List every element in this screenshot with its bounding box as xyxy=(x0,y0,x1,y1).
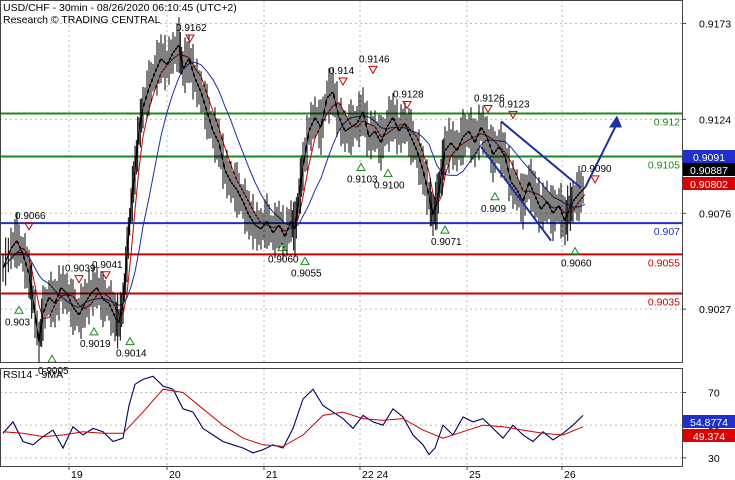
swing-low-label: 0.9060 xyxy=(561,259,592,270)
chart-subtitle: Research © TRADING CENTRAL xyxy=(3,14,161,26)
rsi-y-tick-label: 70 xyxy=(708,388,720,400)
swing-low-label: 0.9019 xyxy=(80,339,111,350)
swing-low-marker xyxy=(89,326,99,336)
x-tick-label: 20 xyxy=(169,469,181,480)
x-tick-label: 19 xyxy=(71,469,83,480)
swing-low-marker xyxy=(300,256,310,265)
swing-high-label: 0.9126 xyxy=(474,93,505,104)
projection-arrow-head xyxy=(609,115,622,128)
channel-bottom-line xyxy=(480,146,552,242)
swing-low-marker xyxy=(490,191,500,201)
swing-high-marker xyxy=(590,175,600,184)
swing-high-marker xyxy=(74,275,84,284)
swing-high-label: 0.9041 xyxy=(92,260,123,271)
price-tag xyxy=(683,163,735,176)
price-series xyxy=(2,17,586,364)
projection-arrow-shaft xyxy=(584,123,618,189)
level-label: 0.9035 xyxy=(648,297,680,309)
level-label: 0.9055 xyxy=(648,257,680,269)
swing-low-label: 0.9014 xyxy=(116,349,147,360)
rsi-title: RSI14 - 9MA xyxy=(3,369,63,381)
swing-low-marker xyxy=(440,225,450,234)
channel-top-line xyxy=(500,120,582,189)
swing-high-marker xyxy=(338,77,348,87)
swing-high-label: 0.914 xyxy=(329,66,354,77)
rsi-value-tag-label: 54.8774 xyxy=(690,417,728,429)
swing-high-label: 0.9066 xyxy=(15,211,46,222)
swing-low-label: 0.9005 xyxy=(38,366,69,377)
level-label: 0.912 xyxy=(654,116,680,128)
swing-low-label: 0.909 xyxy=(481,204,506,215)
price-tag-label: 0.90802 xyxy=(690,179,728,191)
swing-high-marker xyxy=(368,65,378,75)
ma-slow-line xyxy=(2,61,586,309)
swing-low-label: 0.9060 xyxy=(268,255,299,266)
swing-high-marker xyxy=(483,104,493,114)
y-tick-label: 0.9173 xyxy=(699,18,731,30)
swing-low-marker xyxy=(125,336,135,346)
price-line xyxy=(2,43,586,343)
swing-low-label: 0.903 xyxy=(5,317,30,328)
price-tag xyxy=(683,177,735,190)
chart-title: USD/CHF - 30min - 08/26/2020 06:10:45 (U… xyxy=(3,2,237,14)
swing-high-marker xyxy=(508,110,518,120)
swing-low-marker xyxy=(383,168,393,177)
rsi-value-tag-label: 49.374 xyxy=(693,431,725,443)
grid xyxy=(0,0,682,466)
swing-low-marker xyxy=(277,242,287,252)
x-tick-label: 21 xyxy=(266,469,278,480)
swing-high-label: 0.9146 xyxy=(359,54,390,65)
swing-high-marker xyxy=(24,222,34,231)
swing-low-label: 0.9103 xyxy=(347,174,378,185)
swing-high-label: 0.9039 xyxy=(65,264,96,275)
x-tick-label: 26 xyxy=(564,469,576,480)
rsi-panel-border xyxy=(0,368,683,467)
swing-high-label: 0.9128 xyxy=(393,90,424,101)
price-tag-label: 0.9091 xyxy=(693,152,725,164)
level-label: 0.9105 xyxy=(648,160,680,172)
swing-low-label: 0.9071 xyxy=(431,237,462,248)
swing-high-label: 0.9123 xyxy=(499,99,530,110)
rsi-ma-line xyxy=(2,388,584,447)
swing-low-marker xyxy=(14,305,24,314)
swing-low-marker xyxy=(570,246,580,256)
x-tick-label: 22 24 xyxy=(362,469,388,480)
rsi-panel xyxy=(2,375,584,456)
main-panel-border xyxy=(0,0,683,363)
swing-high-label: 0.9090 xyxy=(581,164,612,175)
swing-high-marker xyxy=(402,101,412,110)
x-tick-label: 25 xyxy=(469,469,481,480)
y-tick-label: 0.9124 xyxy=(699,114,731,126)
level-label: 0.907 xyxy=(654,226,680,238)
price-channel xyxy=(480,115,622,242)
swing-high-label: 0.9162 xyxy=(176,23,207,34)
swing-high-marker xyxy=(185,34,195,44)
swing-high-marker xyxy=(101,271,111,280)
y-tick-label: 0.9076 xyxy=(699,208,731,220)
rsi-value-tag xyxy=(683,415,735,428)
swing-low-label: 0.9100 xyxy=(374,180,405,191)
rsi-y-tick-label: 30 xyxy=(708,453,720,465)
price-tag xyxy=(683,150,735,163)
price-tag-label: 0.90887 xyxy=(690,165,728,177)
y-tick-label: 0.9027 xyxy=(699,304,731,316)
rsi-value-tag xyxy=(683,429,735,442)
rsi-line xyxy=(2,375,584,456)
swing-low-marker xyxy=(356,162,366,171)
swing-low-label: 0.9055 xyxy=(291,268,322,279)
